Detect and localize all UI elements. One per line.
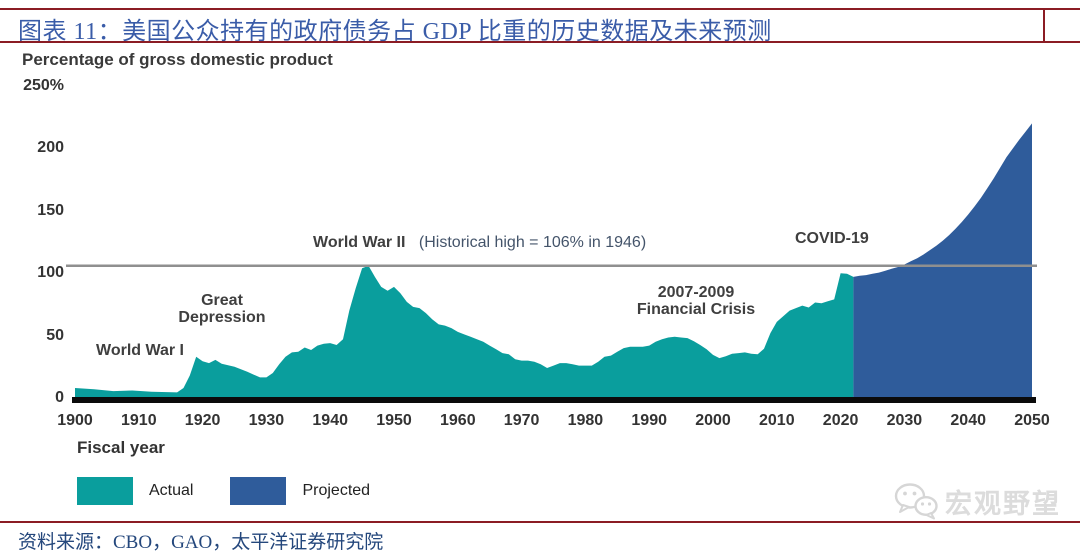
x-tick-1990: 1990: [631, 412, 667, 429]
x-tick-1900: 1900: [57, 412, 93, 429]
x-axis-title: Fiscal year: [77, 438, 165, 457]
y-tick-200: 200: [37, 139, 64, 157]
x-tick-2000: 2000: [695, 412, 731, 429]
annotation-historical-high-note: (Historical high = 106% in 1946): [418, 234, 647, 251]
legend-swatch-actual: [77, 477, 133, 505]
annotation-world-war-2: World War II (Historical high = 106% in …: [313, 234, 646, 252]
y-tick-0: 0: [55, 389, 64, 406]
x-axis-line: [72, 397, 1036, 403]
projected-area: [853, 123, 1032, 402]
x-tick-1930: 1930: [248, 412, 285, 429]
figure-title: 图表 11：美国公众持有的政府债务占 GDP 比重的历史数据及未来预测: [18, 19, 772, 45]
legend-label-actual: Actual: [149, 482, 194, 499]
legend-label-projected: Projected: [302, 482, 371, 499]
wechat-icon: [894, 483, 938, 520]
annotation-world-war-1: World War I: [96, 342, 184, 359]
legend: Actual Projected: [77, 477, 370, 505]
x-tick-1960: 1960: [440, 412, 476, 429]
x-tick-2020: 2020: [822, 412, 859, 429]
x-tick-2010: 2010: [759, 412, 795, 429]
annotation-financial-crisis: 2007-2009 Financial Crisis: [636, 284, 756, 318]
x-tick-1940: 1940: [312, 412, 348, 429]
title-rule-top: [0, 8, 1080, 10]
x-tick-1910: 1910: [121, 412, 157, 429]
x-tick-1920: 1920: [184, 412, 221, 429]
x-tick-1970: 1970: [503, 412, 540, 429]
x-tick-2030: 2030: [886, 412, 923, 429]
y-tick-50: 50: [46, 326, 64, 344]
actual-area: [75, 265, 854, 401]
title-rule-bottom: [0, 41, 1080, 43]
x-tick-2040: 2040: [950, 412, 986, 429]
x-tick-1950: 1950: [376, 412, 412, 429]
source-note: 资料来源：CBO，GAO，太平洋证券研究院: [18, 532, 384, 553]
watermark: 宏观野望: [893, 481, 1061, 521]
chart-title: Percentage of gross domestic product: [22, 50, 333, 69]
watermark-text: 宏观野望: [945, 488, 1061, 519]
footer-rule: [0, 521, 1080, 523]
y-tick-250: 250%: [23, 77, 64, 94]
annotation-covid-19: COVID-19: [795, 230, 869, 247]
x-tick-2050: 2050: [1014, 412, 1050, 429]
annotation-great-depression: Great Depression: [178, 292, 266, 326]
title-rule-right-border: [1043, 8, 1045, 43]
y-tick-100: 100: [37, 264, 64, 282]
y-tick-150: 150: [37, 201, 64, 219]
legend-swatch-projected: [230, 477, 287, 505]
annotation-world-war-2-label: World War II: [313, 234, 406, 251]
x-tick-1980: 1980: [567, 412, 604, 429]
